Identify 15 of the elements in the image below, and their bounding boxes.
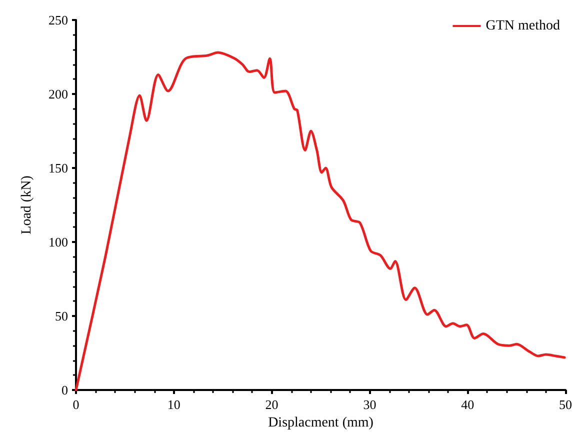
y-tick-label: 100 [48, 234, 68, 250]
legend-label: GTN method [486, 18, 560, 34]
y-axis-title: Load (kN) [20, 175, 34, 234]
x-tick-label: 30 [363, 397, 376, 412]
y-tick-label: 150 [48, 160, 68, 176]
y-tick-label: 0 [62, 382, 68, 398]
x-tick-label: 10 [167, 397, 180, 412]
x-tick-label: 0 [72, 397, 80, 412]
x-tick-label: 50 [559, 397, 572, 412]
x-axis-title: Displacment (mm) [268, 416, 374, 430]
y-tick-label: 250 [48, 12, 68, 28]
y-tick-label: 50 [55, 308, 68, 324]
x-tick-label: 40 [461, 397, 474, 412]
y-tick-label: 200 [48, 86, 68, 102]
x-tick-label: 20 [265, 397, 278, 412]
